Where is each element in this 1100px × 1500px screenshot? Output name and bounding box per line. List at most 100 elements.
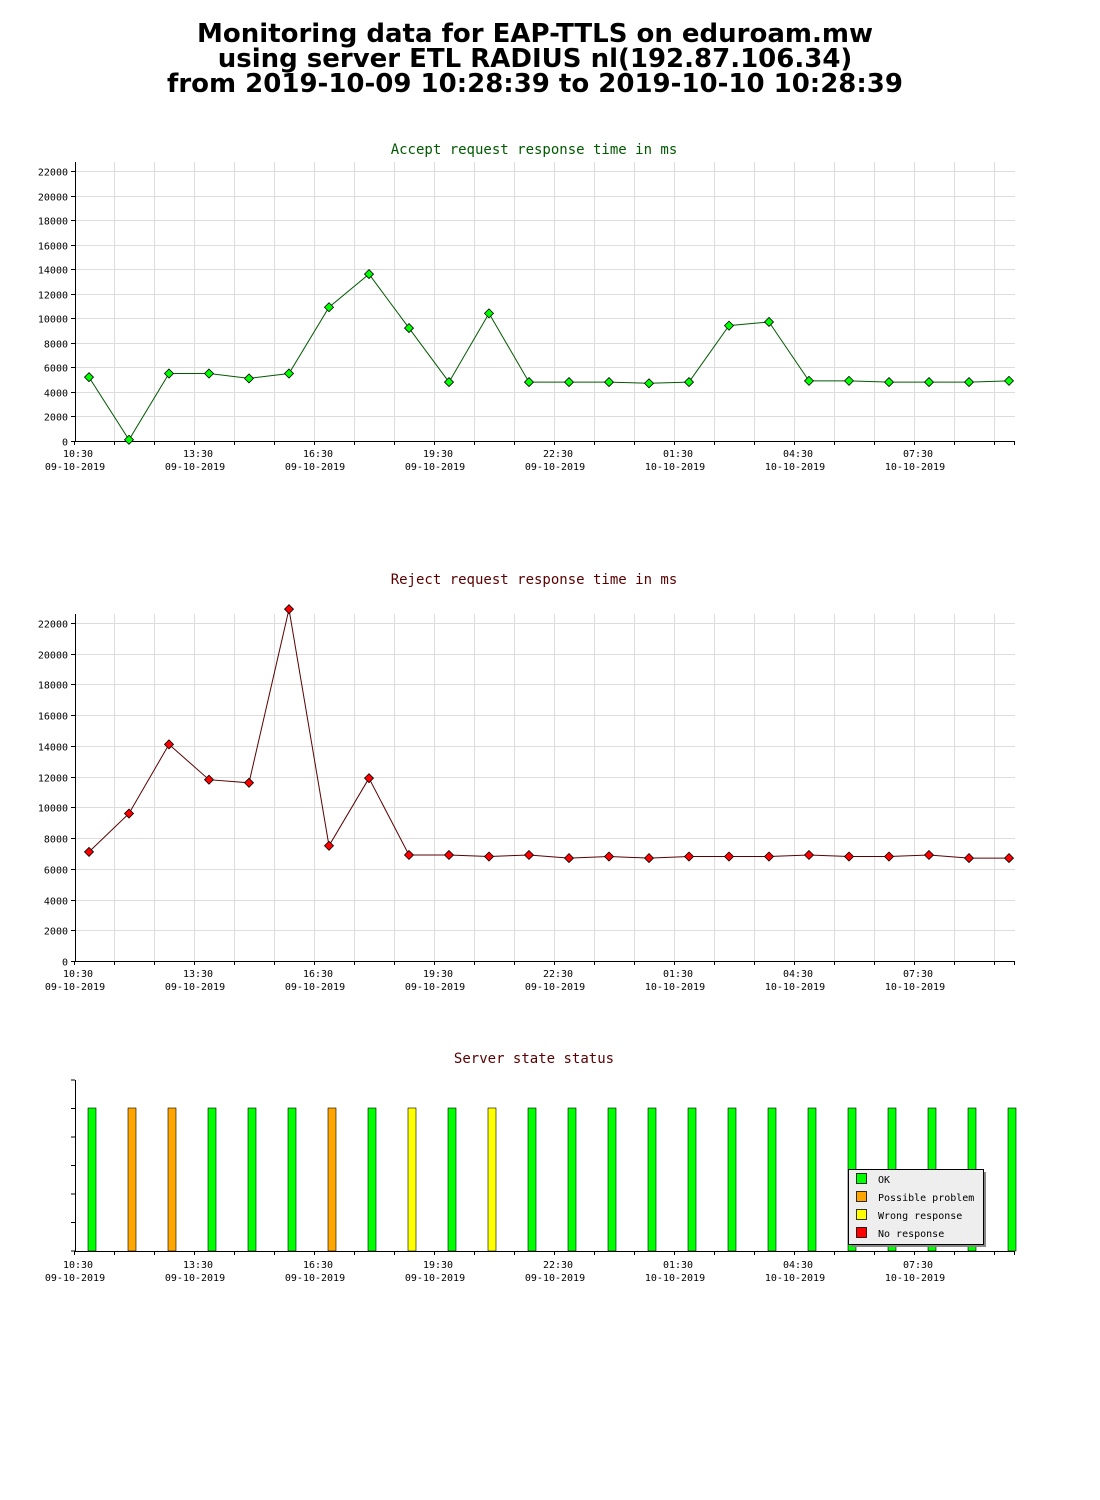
x-tick-label-time: 01:30 bbox=[663, 449, 693, 460]
x-tick-label-date: 09-10-2019 bbox=[165, 462, 225, 473]
x-tick-label-date: 10-10-2019 bbox=[645, 462, 705, 473]
status-bar bbox=[767, 1107, 777, 1252]
chart-3: Server state status 10:30 09-10-2019 13:30 0… bbox=[45, 1051, 1017, 1284]
y-tick-label: 2000 bbox=[44, 413, 68, 424]
status-bar bbox=[727, 1107, 737, 1252]
x-tick-label-time: 01:30 bbox=[663, 1260, 693, 1271]
data-point bbox=[363, 773, 375, 784]
x-tick-label-date: 10-10-2019 bbox=[765, 1273, 825, 1284]
data-point bbox=[563, 377, 575, 388]
data-point bbox=[803, 849, 815, 861]
chart-3-title: Server state status bbox=[454, 1051, 614, 1067]
data-point bbox=[203, 368, 215, 379]
legend-box bbox=[848, 1169, 984, 1245]
x-tick-label-date: 09-10-2019 bbox=[405, 1273, 465, 1284]
x-tick-label-date: 09-10-2019 bbox=[525, 982, 585, 993]
data-point bbox=[923, 377, 935, 388]
data-point bbox=[443, 849, 455, 861]
data-point bbox=[283, 604, 295, 615]
data-point bbox=[283, 368, 295, 379]
data-point bbox=[923, 849, 935, 861]
series-line bbox=[88, 273, 1010, 441]
legend-swatch bbox=[856, 1191, 867, 1202]
chart-1: Accept request response time in ms 0 2000 4… bbox=[38, 142, 1015, 473]
data-point bbox=[603, 851, 615, 862]
x-tick-label-time: 10:30 bbox=[63, 1260, 93, 1271]
data-point bbox=[883, 851, 895, 862]
x-tick-label-date: 09-10-2019 bbox=[525, 1273, 585, 1284]
y-tick-label: 8000 bbox=[44, 835, 68, 846]
x-tick-label-time: 22:30 bbox=[543, 1260, 573, 1271]
data-point bbox=[323, 840, 335, 851]
data-point bbox=[843, 375, 855, 386]
status-bar bbox=[607, 1107, 617, 1252]
data-point bbox=[523, 377, 535, 388]
data-point bbox=[723, 320, 735, 331]
x-tick-label-date: 09-10-2019 bbox=[165, 1273, 225, 1284]
status-bar bbox=[127, 1107, 137, 1252]
data-point bbox=[843, 851, 855, 862]
x-tick-label-date: 09-10-2019 bbox=[165, 982, 225, 993]
data-point bbox=[483, 308, 495, 319]
x-tick-label-date: 09-10-2019 bbox=[45, 462, 105, 473]
y-tick-label: 18000 bbox=[38, 681, 68, 692]
x-tick-label-date: 10-10-2019 bbox=[765, 462, 825, 473]
data-point bbox=[763, 316, 775, 328]
status-bar bbox=[647, 1107, 657, 1252]
x-tick-label-time: 22:30 bbox=[543, 449, 573, 460]
title-line-3: from 2019-10-09 10:28:39 to 2019-10-10 1… bbox=[167, 69, 903, 99]
y-tick-label: 8000 bbox=[44, 340, 68, 351]
status-bar bbox=[367, 1107, 377, 1252]
data-point bbox=[1003, 852, 1015, 864]
data-point bbox=[243, 373, 255, 384]
status-bar bbox=[1007, 1107, 1017, 1252]
data-point bbox=[723, 851, 735, 862]
x-tick-label-time: 07:30 bbox=[903, 1260, 933, 1271]
legend-swatch bbox=[856, 1227, 867, 1238]
grid bbox=[75, 614, 1015, 962]
y-tick-label: 12000 bbox=[38, 774, 68, 785]
y-tick-label: 0 bbox=[62, 438, 68, 449]
data-point bbox=[763, 851, 775, 862]
status-bar bbox=[407, 1107, 417, 1252]
x-tick-label-time: 19:30 bbox=[423, 1260, 453, 1271]
data-point bbox=[243, 777, 255, 788]
status-bar bbox=[167, 1107, 177, 1252]
page-title: Monitoring data for EAP-TTLS on eduroam.… bbox=[0, 21, 1070, 99]
y-tick-label: 4000 bbox=[44, 897, 68, 908]
data-point bbox=[83, 846, 95, 857]
y-tick-label: 12000 bbox=[38, 291, 68, 302]
chart-2-title: Reject request response time in ms bbox=[391, 572, 678, 588]
data-point bbox=[803, 375, 815, 386]
data-point bbox=[83, 372, 95, 383]
y-tick-label: 22000 bbox=[38, 620, 68, 631]
status-bar bbox=[287, 1107, 297, 1252]
legend-label: No response bbox=[878, 1229, 944, 1240]
data-point bbox=[563, 852, 575, 864]
x-tick-label-time: 04:30 bbox=[783, 1260, 813, 1271]
data-point bbox=[683, 377, 695, 388]
x-tick-label-date: 10-10-2019 bbox=[645, 1273, 705, 1284]
y-tick-label: 4000 bbox=[44, 389, 68, 400]
y-tick-label: 10000 bbox=[38, 804, 68, 815]
data-point bbox=[643, 852, 655, 864]
x-tick-label-time: 19:30 bbox=[423, 449, 453, 460]
x-tick-label-date: 09-10-2019 bbox=[405, 462, 465, 473]
data-point bbox=[403, 323, 415, 334]
data-point bbox=[203, 774, 215, 785]
y-tick-label: 14000 bbox=[38, 266, 68, 277]
y-tick-label: 10000 bbox=[38, 315, 68, 326]
data-point bbox=[123, 434, 135, 445]
y-tick-label: 18000 bbox=[38, 217, 68, 228]
data-point bbox=[643, 378, 655, 389]
chart-1-title: Accept request response time in ms bbox=[391, 142, 678, 158]
legend-swatch bbox=[856, 1173, 867, 1184]
x-tick-label-date: 09-10-2019 bbox=[405, 982, 465, 993]
x-tick-label-time: 22:30 bbox=[543, 969, 573, 980]
x-tick-label-date: 10-10-2019 bbox=[885, 1273, 945, 1284]
y-tick-label: 20000 bbox=[38, 193, 68, 204]
y-tick-label: 6000 bbox=[44, 364, 68, 375]
status-bar bbox=[807, 1107, 817, 1252]
y-tick-label: 0 bbox=[62, 958, 68, 969]
